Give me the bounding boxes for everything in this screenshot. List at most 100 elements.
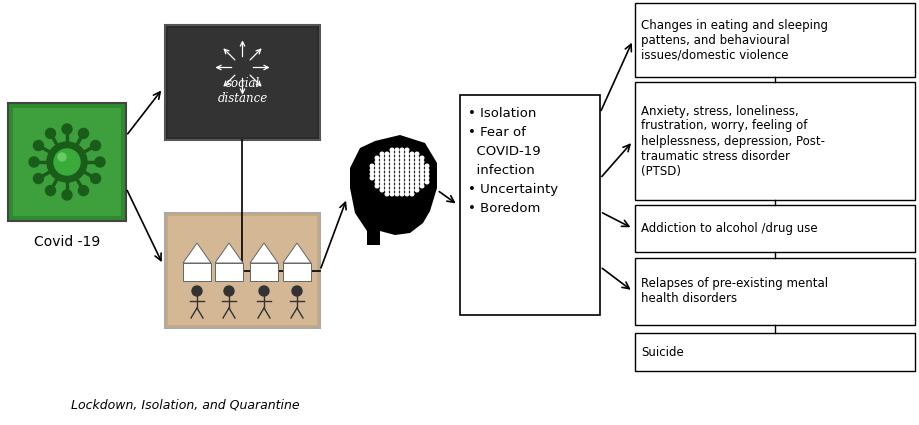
Circle shape — [404, 160, 408, 164]
Circle shape — [404, 148, 408, 152]
Circle shape — [390, 164, 393, 168]
Circle shape — [385, 184, 389, 188]
Circle shape — [395, 148, 398, 152]
Circle shape — [414, 180, 418, 184]
Circle shape — [78, 128, 88, 139]
Circle shape — [395, 156, 398, 160]
Polygon shape — [283, 243, 311, 263]
Circle shape — [414, 156, 418, 160]
Circle shape — [414, 160, 418, 164]
Circle shape — [420, 164, 424, 168]
Circle shape — [385, 152, 389, 156]
Circle shape — [62, 190, 72, 200]
Circle shape — [404, 152, 408, 156]
Bar — [215, 263, 243, 281]
Text: Relapses of pre-existing mental
health disorders: Relapses of pre-existing mental health d… — [641, 278, 827, 306]
Circle shape — [400, 164, 403, 168]
Circle shape — [400, 148, 403, 152]
Circle shape — [414, 152, 418, 156]
Circle shape — [400, 152, 403, 156]
Circle shape — [410, 188, 414, 192]
Circle shape — [375, 160, 379, 164]
Circle shape — [400, 180, 403, 184]
Bar — [183, 263, 210, 281]
Bar — [8, 103, 126, 221]
Circle shape — [380, 184, 383, 188]
Circle shape — [404, 192, 408, 196]
Circle shape — [404, 184, 408, 188]
Circle shape — [400, 176, 403, 180]
Circle shape — [404, 176, 408, 180]
Circle shape — [380, 176, 383, 180]
Circle shape — [414, 172, 418, 176]
Bar — [165, 25, 320, 140]
Circle shape — [414, 184, 418, 188]
Circle shape — [33, 173, 43, 184]
Circle shape — [380, 164, 383, 168]
Text: Lockdown, Isolation, and Quarantine: Lockdown, Isolation, and Quarantine — [71, 399, 299, 412]
Circle shape — [375, 156, 379, 160]
Polygon shape — [215, 243, 243, 263]
Circle shape — [410, 160, 414, 164]
Circle shape — [390, 180, 393, 184]
Circle shape — [410, 168, 414, 172]
Bar — [250, 263, 278, 281]
Circle shape — [380, 180, 383, 184]
Circle shape — [385, 160, 389, 164]
Circle shape — [78, 186, 88, 196]
Bar — [460, 95, 599, 315]
Circle shape — [410, 180, 414, 184]
Circle shape — [404, 156, 408, 160]
Circle shape — [400, 192, 403, 196]
Circle shape — [385, 180, 389, 184]
Circle shape — [425, 180, 428, 184]
Circle shape — [90, 173, 100, 184]
Circle shape — [420, 160, 424, 164]
Circle shape — [395, 172, 398, 176]
Circle shape — [62, 124, 72, 134]
Circle shape — [425, 172, 428, 176]
Circle shape — [223, 286, 233, 296]
Circle shape — [95, 157, 105, 167]
Circle shape — [390, 156, 393, 160]
Circle shape — [390, 152, 393, 156]
Circle shape — [400, 160, 403, 164]
Circle shape — [400, 168, 403, 172]
Circle shape — [390, 168, 393, 172]
Bar — [168, 28, 317, 137]
Polygon shape — [349, 135, 437, 245]
Circle shape — [385, 192, 389, 196]
Circle shape — [369, 168, 373, 172]
Circle shape — [420, 184, 424, 188]
Circle shape — [410, 192, 414, 196]
Bar — [634, 333, 914, 371]
Circle shape — [420, 168, 424, 172]
Bar — [634, 258, 914, 325]
Text: Changes in eating and sleeping
pattens, and behavioural
issues/domestic violence: Changes in eating and sleeping pattens, … — [641, 19, 827, 62]
Circle shape — [414, 188, 418, 192]
Circle shape — [420, 180, 424, 184]
Circle shape — [395, 184, 398, 188]
Circle shape — [45, 186, 55, 196]
Circle shape — [395, 180, 398, 184]
Text: Covid -19: Covid -19 — [34, 235, 100, 249]
Circle shape — [45, 128, 55, 139]
Circle shape — [33, 141, 43, 150]
Circle shape — [395, 160, 398, 164]
Circle shape — [369, 164, 373, 168]
Circle shape — [54, 149, 80, 175]
Circle shape — [410, 156, 414, 160]
Circle shape — [90, 141, 100, 150]
Circle shape — [425, 168, 428, 172]
Text: Addiction to alcohol /drug use: Addiction to alcohol /drug use — [641, 222, 817, 235]
Circle shape — [390, 184, 393, 188]
Circle shape — [414, 164, 418, 168]
Circle shape — [410, 172, 414, 176]
Circle shape — [404, 172, 408, 176]
Bar — [168, 216, 317, 325]
Bar — [634, 3, 914, 77]
Bar — [634, 82, 914, 200]
Circle shape — [380, 168, 383, 172]
Circle shape — [375, 168, 379, 172]
Circle shape — [410, 176, 414, 180]
